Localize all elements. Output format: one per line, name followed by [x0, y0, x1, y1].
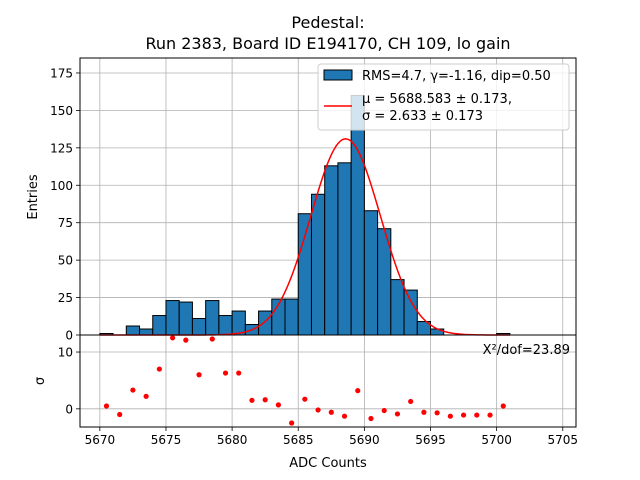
histogram-bar — [403, 289, 418, 336]
residual-point — [183, 337, 189, 343]
histogram-bar — [205, 300, 220, 336]
residual-point — [117, 411, 123, 418]
y-axis-label-top: Entries — [26, 174, 41, 220]
residual-point — [341, 413, 348, 419]
chart-title: Pedestal: — [291, 13, 364, 32]
histogram-bar — [337, 162, 352, 336]
x-tick-label: 5675 — [151, 433, 182, 447]
residual-point — [408, 398, 414, 405]
histogram-bar — [297, 213, 312, 336]
y-tick-label: 175 — [50, 66, 73, 80]
residual-point — [236, 370, 242, 376]
residual-point — [355, 388, 361, 394]
histogram-bar — [390, 279, 405, 336]
residual-point — [130, 387, 136, 393]
histogram-bar — [218, 315, 233, 336]
residual-point — [447, 413, 453, 419]
y-tick-label: 25 — [58, 291, 73, 305]
residual-point — [196, 372, 202, 378]
residual-point — [394, 411, 401, 417]
histogram-bar — [152, 315, 167, 336]
x-tick-label: 5700 — [481, 433, 512, 447]
residual-point — [262, 397, 268, 403]
residual-point — [460, 412, 467, 418]
x-tick-label: 5705 — [547, 433, 578, 447]
chi2-annotation: X²/dof=23.89 — [483, 343, 570, 358]
residual-point — [368, 415, 374, 422]
residual-point — [302, 396, 308, 402]
legend-patch-swatch — [323, 69, 353, 81]
residual-point — [434, 410, 440, 416]
histogram-bar — [363, 210, 379, 336]
histogram-bar — [284, 298, 299, 336]
residual-point — [275, 402, 281, 408]
residual-point — [103, 403, 110, 409]
residual-point — [169, 335, 176, 341]
y-tick-label: 50 — [58, 254, 73, 268]
residual-point — [222, 370, 229, 376]
x-axis-ticks: 5670 5675 5680 5685 5690 5695 5700 5705 — [85, 427, 578, 447]
histogram-bar — [310, 193, 326, 336]
legend-entry-fit-sigma: σ = 2.633 ± 0.173 — [362, 109, 483, 124]
y-tick-label: 150 — [50, 104, 73, 118]
histogram-bar — [258, 310, 273, 336]
x-tick-label: 5690 — [349, 433, 380, 447]
residual-point — [487, 412, 493, 418]
residual-point — [421, 409, 427, 415]
legend-entry-fit-mu: μ = 5688.583 ± 0.173, — [362, 92, 512, 107]
histogram-bar — [139, 328, 154, 336]
histogram-bar — [324, 165, 339, 336]
x-tick-label: 5680 — [217, 433, 248, 447]
residual-grid — [80, 335, 576, 427]
y-tick-label: 100 — [50, 179, 73, 193]
residual-point — [381, 407, 387, 414]
y-tick-label: 10 — [58, 346, 73, 360]
chart-subtitle: Run 2383, Board ID E194170, CH 109, lo g… — [145, 34, 510, 53]
y-axis-ticks-bottom: 0 10 — [58, 346, 80, 416]
y-tick-label: 0 — [65, 402, 73, 416]
legend: RMS=4.7, γ=-1.16, dip=0.50 μ = 5688.583 … — [317, 63, 570, 131]
y-tick-label: 0 — [65, 329, 73, 343]
residual-point — [500, 403, 506, 409]
histogram-bar — [125, 325, 141, 336]
histogram-bar — [178, 301, 193, 336]
residual-point — [156, 366, 162, 372]
histogram-bar — [231, 310, 246, 336]
residual-points — [103, 335, 506, 426]
x-tick-label: 5670 — [85, 433, 116, 447]
histogram-bar — [350, 94, 365, 336]
x-axis-label: ADC Counts — [289, 456, 367, 471]
histogram-bar — [191, 318, 207, 336]
residual-point — [209, 336, 215, 342]
residual-point — [474, 412, 480, 418]
histogram-bar — [165, 300, 180, 336]
legend-frame — [317, 63, 570, 131]
y-axis-ticks-top: 0 25 50 75 100 125 150 175 — [50, 66, 80, 343]
x-tick-label: 5695 — [415, 433, 446, 447]
residual-axes-frame — [79, 334, 577, 428]
residual-point — [315, 407, 321, 413]
legend-entry-histogram: RMS=4.7, γ=-1.16, dip=0.50 — [362, 69, 551, 84]
residual-point — [249, 397, 255, 403]
residual-point — [328, 409, 334, 415]
x-tick-label: 5685 — [283, 433, 314, 447]
residual-point — [143, 393, 149, 399]
y-tick-label: 75 — [58, 216, 73, 230]
residual-point — [289, 420, 295, 426]
y-axis-label-bottom: σ — [33, 377, 48, 385]
y-tick-label: 125 — [50, 141, 73, 155]
